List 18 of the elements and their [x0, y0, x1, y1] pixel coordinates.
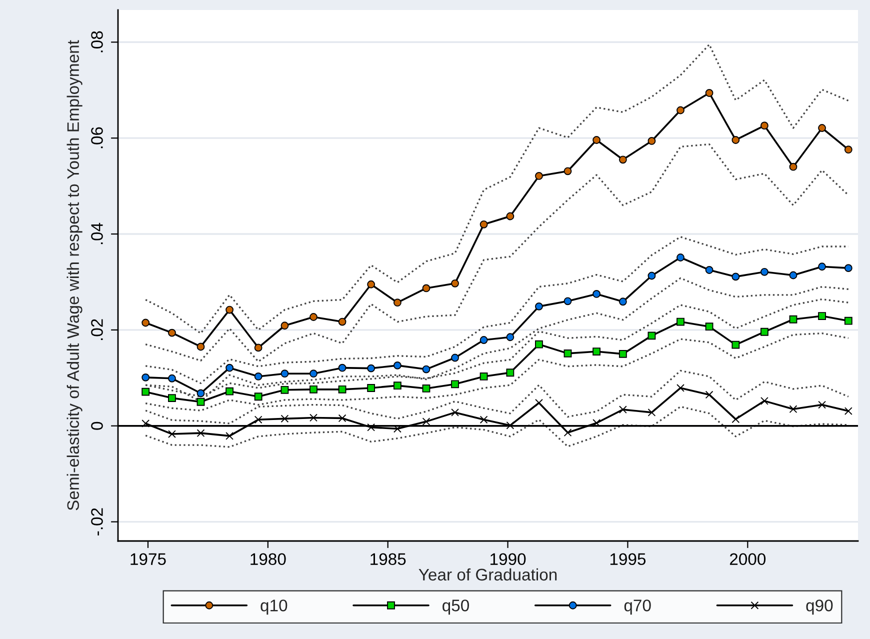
y-tick-label: -.02: [91, 508, 103, 536]
y-tick-label: .08: [91, 31, 103, 52]
x-tick-label: 1980: [250, 553, 286, 566]
y-axis-title: Semi-elasticity of Adult Wage with respect to Youth Employment: [66, 40, 82, 510]
legend-label: q50: [442, 600, 469, 615]
y-tick-label: .04: [91, 222, 103, 244]
x-tick-label: 1975: [130, 553, 166, 566]
x-axis-title: Year of Graduation: [418, 568, 557, 581]
legend-label: q90: [806, 600, 833, 615]
x-tick-label: 2000: [730, 553, 766, 566]
y-tick-label: .02: [91, 319, 103, 340]
y-tick-label: .06: [91, 127, 103, 148]
x-tick-label: 1985: [370, 553, 406, 566]
legend-label: q70: [624, 600, 651, 615]
x-tick-label: 1990: [490, 553, 526, 566]
x-tick-label: 1995: [610, 553, 646, 566]
legend-label: q10: [260, 600, 288, 615]
y-tick-label: 0: [91, 422, 103, 430]
